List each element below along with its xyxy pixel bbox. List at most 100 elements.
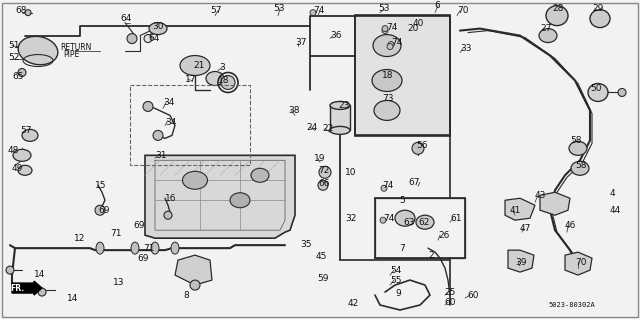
Text: 71: 71 xyxy=(110,229,122,238)
Text: 25: 25 xyxy=(444,287,456,297)
Text: 33: 33 xyxy=(460,44,472,53)
Text: 9: 9 xyxy=(395,289,401,298)
Ellipse shape xyxy=(206,71,224,85)
Ellipse shape xyxy=(180,56,210,76)
Text: 4: 4 xyxy=(610,189,616,198)
Ellipse shape xyxy=(569,141,587,155)
Text: 63: 63 xyxy=(403,218,415,227)
Text: 43: 43 xyxy=(535,191,547,200)
Text: 46: 46 xyxy=(565,221,577,230)
Text: 19: 19 xyxy=(314,154,326,163)
Circle shape xyxy=(38,288,46,296)
Text: 31: 31 xyxy=(155,151,166,160)
Text: 47: 47 xyxy=(520,224,531,233)
Text: 58: 58 xyxy=(570,136,582,145)
Text: 49: 49 xyxy=(12,164,24,173)
Text: 71: 71 xyxy=(143,244,154,253)
Text: 74: 74 xyxy=(382,181,394,190)
Ellipse shape xyxy=(374,100,400,120)
Text: 69: 69 xyxy=(133,221,145,230)
Ellipse shape xyxy=(131,242,139,254)
Circle shape xyxy=(618,88,626,96)
Polygon shape xyxy=(145,155,295,238)
Ellipse shape xyxy=(171,242,179,254)
Text: 60: 60 xyxy=(444,298,456,307)
Text: 67: 67 xyxy=(408,178,419,187)
Text: 44: 44 xyxy=(610,206,621,215)
Circle shape xyxy=(310,10,316,16)
Text: 40: 40 xyxy=(413,19,424,28)
Text: 34: 34 xyxy=(165,118,177,127)
Text: 70: 70 xyxy=(457,6,468,15)
Circle shape xyxy=(382,28,388,33)
Ellipse shape xyxy=(372,70,402,92)
Circle shape xyxy=(25,10,31,16)
Polygon shape xyxy=(175,255,212,285)
Text: 5023-80302A: 5023-80302A xyxy=(548,302,595,308)
Ellipse shape xyxy=(395,210,415,226)
Text: 74: 74 xyxy=(386,23,397,32)
Text: 27: 27 xyxy=(540,24,552,33)
Text: 28: 28 xyxy=(552,4,563,13)
Circle shape xyxy=(164,211,172,219)
Ellipse shape xyxy=(18,36,58,65)
Circle shape xyxy=(412,142,424,154)
Text: 24: 24 xyxy=(306,123,317,132)
Ellipse shape xyxy=(330,126,350,134)
Ellipse shape xyxy=(416,215,434,229)
Text: 70: 70 xyxy=(575,258,586,267)
Text: 74: 74 xyxy=(313,6,324,15)
Text: 64: 64 xyxy=(120,14,131,23)
Text: 59: 59 xyxy=(317,274,328,283)
Circle shape xyxy=(144,34,152,42)
Text: 42: 42 xyxy=(348,299,359,308)
Circle shape xyxy=(381,185,387,191)
Text: 17: 17 xyxy=(185,75,196,84)
Circle shape xyxy=(153,130,163,140)
Text: 56: 56 xyxy=(416,141,428,150)
Bar xyxy=(355,16,450,135)
Ellipse shape xyxy=(230,193,250,208)
Ellipse shape xyxy=(151,242,159,254)
Circle shape xyxy=(319,166,331,178)
FancyArrow shape xyxy=(12,281,42,295)
Polygon shape xyxy=(565,252,592,275)
Text: 69: 69 xyxy=(137,254,148,263)
Bar xyxy=(130,85,250,165)
Circle shape xyxy=(6,266,14,274)
Text: FR.: FR. xyxy=(10,284,24,293)
Text: 14: 14 xyxy=(34,270,45,278)
Polygon shape xyxy=(330,106,350,130)
Text: 57: 57 xyxy=(210,6,221,15)
Text: 53: 53 xyxy=(273,4,285,13)
Text: 58: 58 xyxy=(575,161,586,170)
Text: 52: 52 xyxy=(8,53,19,62)
Circle shape xyxy=(18,69,26,77)
Text: 54: 54 xyxy=(390,266,401,275)
Text: 18: 18 xyxy=(382,71,394,80)
Text: 74: 74 xyxy=(391,38,403,47)
Text: 8: 8 xyxy=(183,291,189,300)
Circle shape xyxy=(143,101,153,111)
Text: 60: 60 xyxy=(467,291,479,300)
Text: 23: 23 xyxy=(338,101,349,110)
Text: 5: 5 xyxy=(399,196,404,205)
Circle shape xyxy=(380,217,386,223)
Text: 7: 7 xyxy=(399,244,404,253)
Text: 22: 22 xyxy=(322,124,333,133)
Ellipse shape xyxy=(18,165,32,175)
Ellipse shape xyxy=(149,23,167,34)
Text: 29: 29 xyxy=(592,4,604,13)
Circle shape xyxy=(388,41,394,48)
Circle shape xyxy=(318,180,328,190)
Text: 34: 34 xyxy=(163,98,174,107)
Text: 57: 57 xyxy=(20,126,31,135)
Text: 45: 45 xyxy=(316,252,328,261)
Ellipse shape xyxy=(546,6,568,26)
Text: 14: 14 xyxy=(67,293,78,302)
Circle shape xyxy=(95,205,105,215)
Text: RETURN: RETURN xyxy=(60,43,92,52)
Text: 69: 69 xyxy=(98,206,109,215)
Circle shape xyxy=(221,76,235,89)
Text: 66: 66 xyxy=(318,179,330,188)
